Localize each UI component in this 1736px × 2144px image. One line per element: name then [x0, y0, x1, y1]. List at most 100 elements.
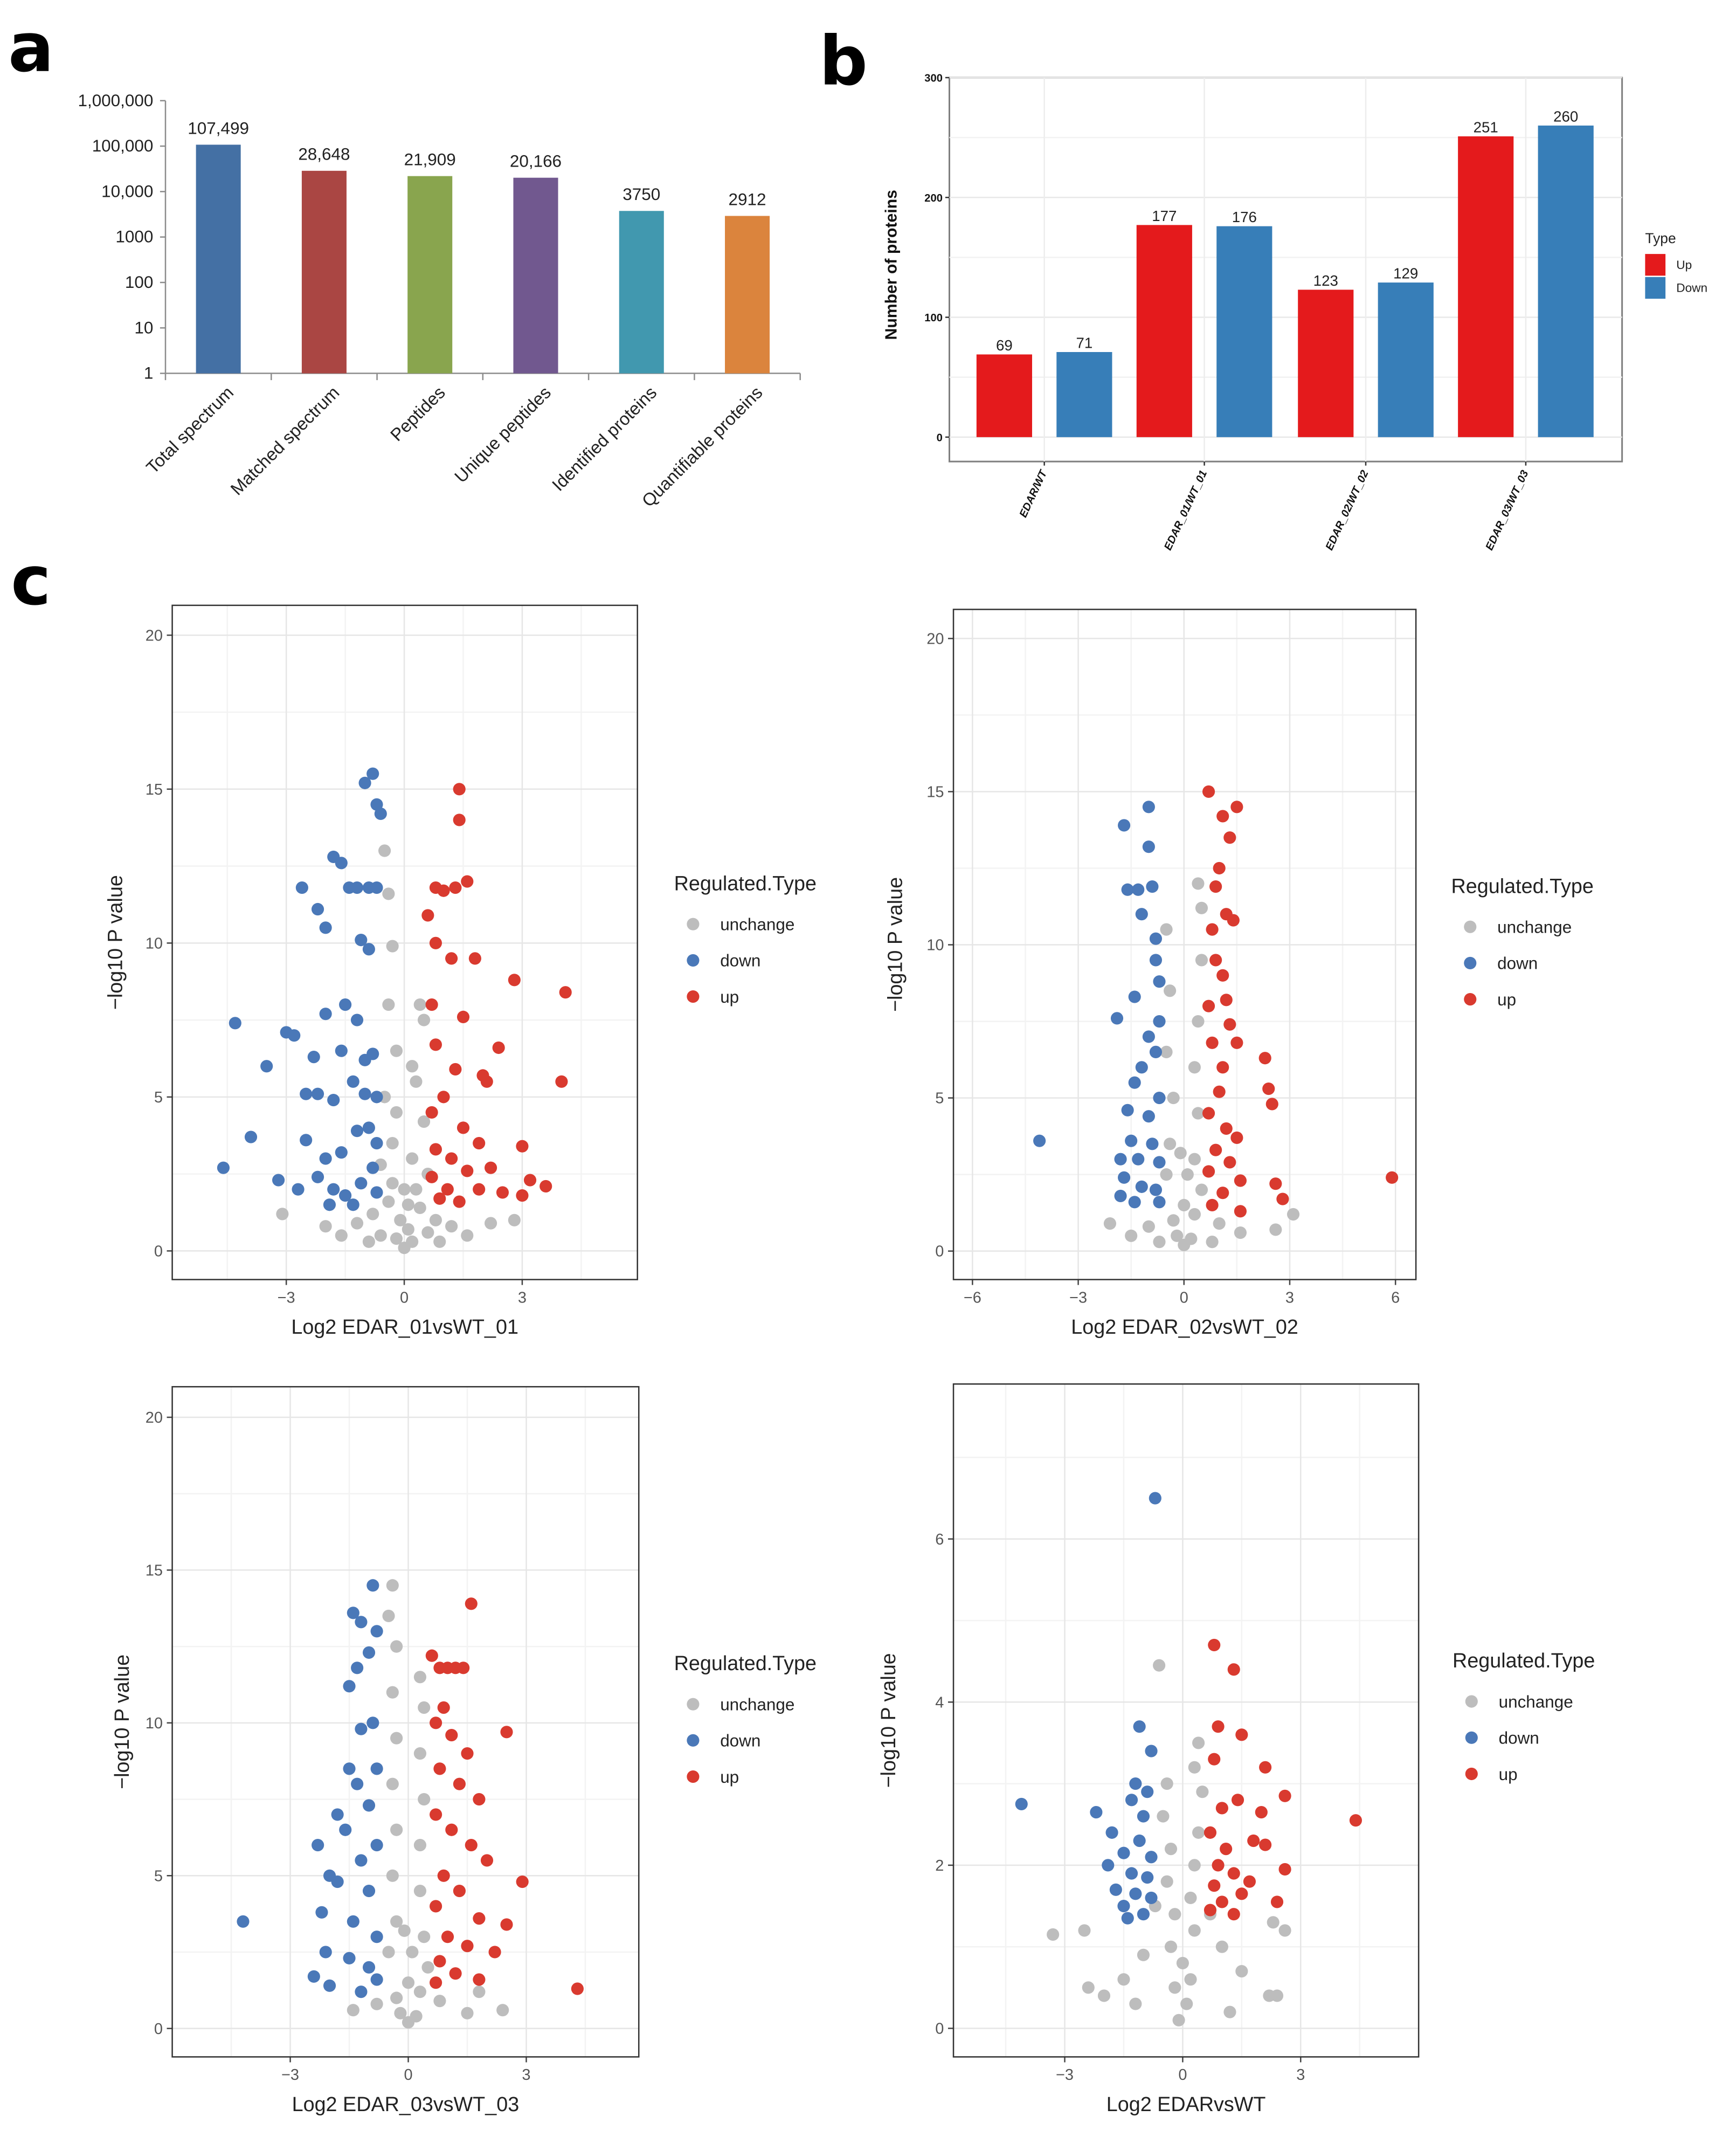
point-up: [1216, 1187, 1229, 1199]
point-unchange: [406, 1060, 419, 1073]
y-tick-label: 5: [935, 1090, 944, 1107]
point-down: [1033, 1134, 1046, 1147]
point-up: [1386, 1171, 1399, 1184]
point-down: [1128, 990, 1141, 1003]
point-up: [1206, 923, 1219, 936]
point-up: [500, 1726, 513, 1739]
point-up: [430, 1976, 442, 1989]
point-down: [1142, 1030, 1155, 1043]
bar-value-label: 123: [1313, 272, 1338, 289]
point-up: [1231, 1794, 1244, 1807]
point-unchange: [394, 2007, 407, 2019]
point-up: [1258, 1052, 1271, 1065]
point-unchange: [1164, 1138, 1177, 1150]
bar-unique-peptides: [513, 177, 558, 374]
point-unchange: [390, 1732, 403, 1745]
point-down: [1135, 908, 1148, 921]
point-up: [1213, 1085, 1226, 1098]
point-up: [445, 1728, 458, 1742]
y-tick-label: 15: [926, 784, 944, 801]
point-up: [484, 1161, 497, 1174]
point-unchange: [1082, 1981, 1095, 1994]
point-up: [1213, 861, 1226, 875]
point-down: [1153, 1092, 1166, 1105]
point-unchange: [1168, 1908, 1181, 1921]
y-axis-title: Number of proteins: [882, 190, 900, 340]
point-unchange: [413, 1885, 426, 1898]
point-up: [465, 1597, 478, 1610]
point-unchange: [382, 1195, 395, 1208]
point-up: [445, 1823, 458, 1836]
point-down: [347, 1198, 359, 1211]
point-down: [347, 1607, 359, 1619]
point-up: [445, 1152, 458, 1165]
point-unchange: [390, 1915, 403, 1928]
point-up: [1220, 994, 1233, 1006]
point-down: [311, 902, 324, 916]
point-up: [453, 814, 466, 826]
x-tick-label: −3: [281, 2066, 299, 2084]
point-unchange: [382, 1609, 395, 1623]
point-unchange: [433, 1995, 446, 2008]
point-unchange: [394, 1214, 407, 1226]
point-up: [1349, 1814, 1362, 1827]
point-unchange: [398, 1242, 411, 1254]
y-tick-label: 5: [154, 1867, 163, 1885]
point-down: [1125, 1134, 1138, 1147]
point-down: [370, 1839, 383, 1852]
point-unchange: [1174, 1147, 1187, 1160]
point-unchange: [1167, 1092, 1180, 1105]
bar-value-label: 251: [1474, 119, 1498, 135]
point-down: [370, 1091, 383, 1104]
point-up: [1223, 831, 1236, 844]
point-unchange: [1185, 1232, 1198, 1245]
plot-panel: [948, 77, 1623, 463]
point-up: [430, 1900, 442, 1913]
point-down: [1149, 954, 1163, 967]
point-down: [358, 776, 371, 789]
point-up: [453, 1195, 466, 1208]
point-up: [433, 1955, 446, 1968]
point-unchange: [410, 2010, 423, 2023]
point-unchange: [406, 1152, 419, 1165]
point-up: [1223, 1156, 1236, 1169]
bar-down: [1056, 352, 1112, 437]
point-up: [1204, 1904, 1217, 1916]
point-down: [347, 1075, 359, 1088]
y-tick-label: 200: [924, 192, 943, 204]
y-tick-label: 20: [146, 627, 163, 644]
point-up: [457, 1662, 470, 1674]
y-axis-title: −log10 P value: [110, 1654, 133, 1789]
y-axis-title: −log10 P value: [103, 875, 126, 1010]
point-down: [362, 1961, 376, 1974]
legend-label: unchange: [720, 1695, 794, 1714]
point-down: [1135, 1061, 1148, 1074]
point-unchange: [362, 1235, 375, 1248]
point-up: [1215, 1895, 1228, 1908]
point-down: [260, 1060, 273, 1073]
point-up: [473, 1136, 486, 1150]
point-up: [437, 1091, 450, 1104]
point-unchange: [1188, 1153, 1201, 1166]
point-unchange: [398, 1183, 411, 1196]
y-axis-title: −log10 P value: [877, 1653, 900, 1788]
point-unchange: [418, 1793, 431, 1806]
point-down: [327, 1183, 340, 1196]
point-down: [362, 1646, 376, 1659]
point-up: [1220, 1122, 1233, 1135]
point-unchange: [390, 1640, 403, 1653]
y-tick-label: 20: [146, 1409, 163, 1426]
point-unchange: [1153, 1659, 1166, 1672]
point-unchange: [1278, 1924, 1291, 1937]
bar-down: [1378, 282, 1434, 437]
point-unchange: [402, 1223, 414, 1236]
point-unchange: [390, 1232, 403, 1245]
point-unchange: [350, 1217, 364, 1230]
point-unchange: [417, 1014, 431, 1026]
point-down: [272, 1174, 285, 1187]
point-down: [1141, 1871, 1154, 1884]
point-down: [1142, 801, 1155, 814]
point-unchange: [1223, 2005, 1236, 2018]
point-up: [453, 783, 466, 796]
point-unchange: [1195, 954, 1208, 967]
